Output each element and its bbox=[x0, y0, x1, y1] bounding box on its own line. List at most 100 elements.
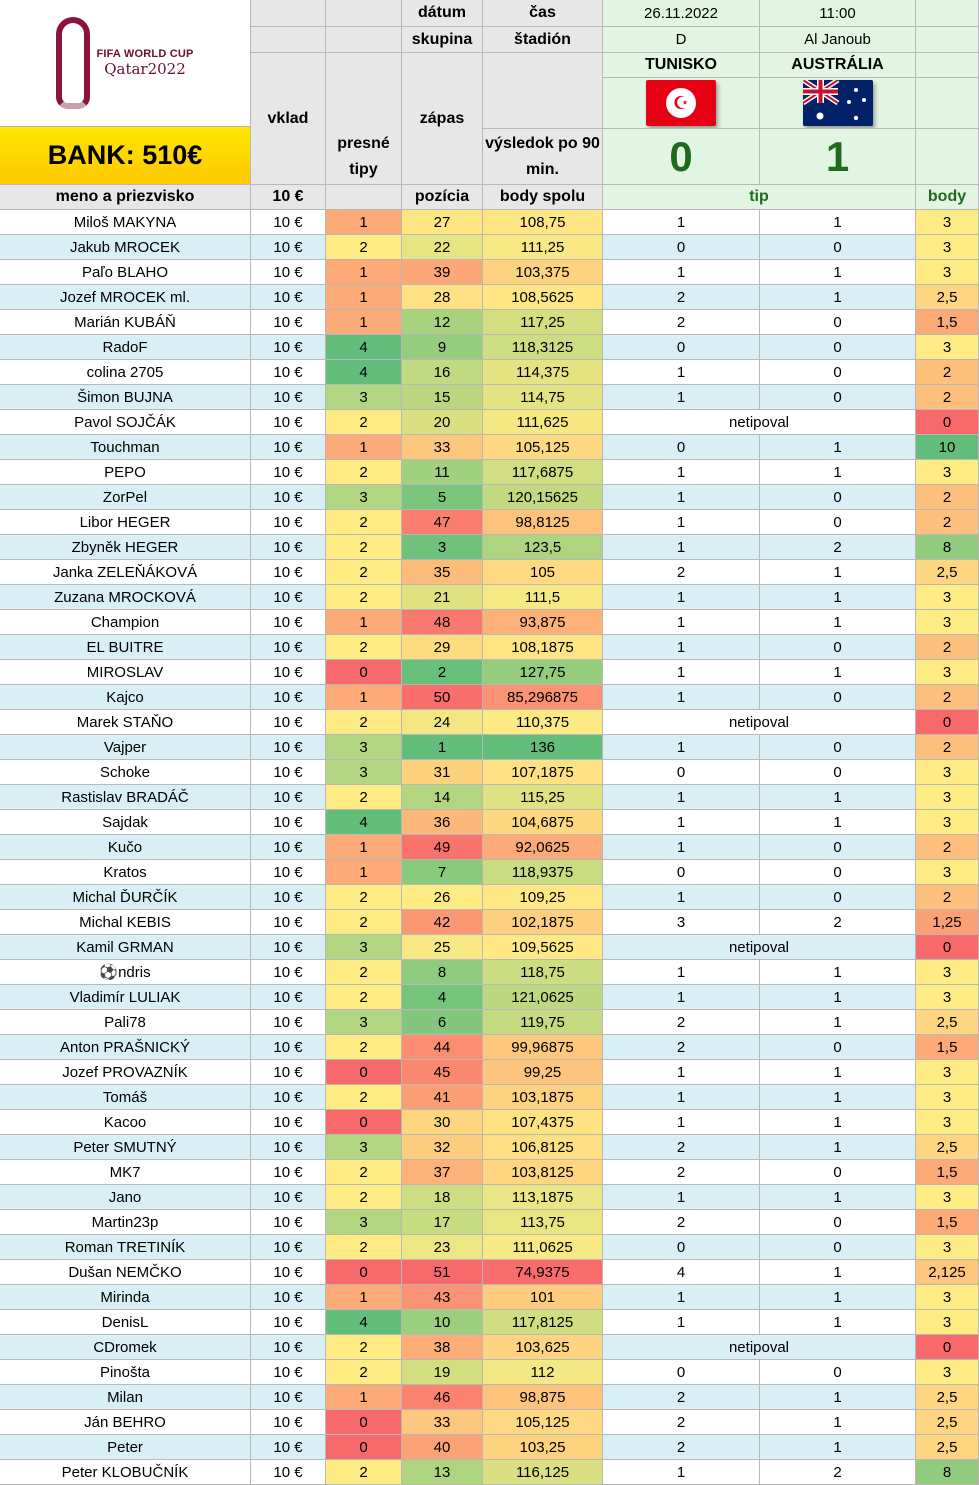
cell-total[interactable]: 103,25 bbox=[483, 1435, 603, 1460]
cell-tip-away[interactable]: 1 bbox=[760, 1085, 916, 1110]
cell-total[interactable]: 113,1875 bbox=[483, 1185, 603, 1210]
cell-tip-home[interactable]: 2 bbox=[603, 1385, 760, 1410]
cell-pos[interactable]: 24 bbox=[402, 710, 483, 735]
cell-pos[interactable]: 3 bbox=[402, 535, 483, 560]
cell-total[interactable]: 116,125 bbox=[483, 1460, 603, 1485]
cell-name[interactable]: Dušan NEMČKO bbox=[0, 1260, 251, 1285]
cell-tip-away[interactable]: 1 bbox=[760, 810, 916, 835]
cell-exact[interactable]: 1 bbox=[326, 310, 402, 335]
cell-total[interactable]: 118,75 bbox=[483, 960, 603, 985]
cell-exact[interactable]: 0 bbox=[326, 1410, 402, 1435]
cell-name[interactable]: CDromek bbox=[0, 1335, 251, 1360]
cell-tip-home[interactable]: 1 bbox=[603, 610, 760, 635]
cell-exact[interactable]: 0 bbox=[326, 1060, 402, 1085]
cell-tip-home[interactable]: 2 bbox=[603, 1210, 760, 1235]
cell-points[interactable]: 3 bbox=[916, 960, 979, 985]
cell-tip-away[interactable]: 1 bbox=[760, 1260, 916, 1285]
cell-total[interactable]: 117,8125 bbox=[483, 1310, 603, 1335]
cell-pos[interactable]: 40 bbox=[402, 1435, 483, 1460]
cell-name[interactable]: Marián KUBÁŇ bbox=[0, 310, 251, 335]
cell-pos[interactable]: 27 bbox=[402, 210, 483, 235]
cell-tip-away[interactable]: 1 bbox=[760, 660, 916, 685]
cell-exact[interactable]: 0 bbox=[326, 1260, 402, 1285]
cell-total[interactable]: 105,125 bbox=[483, 435, 603, 460]
cell-tip-home[interactable]: 1 bbox=[603, 1110, 760, 1135]
cell-pos[interactable]: 31 bbox=[402, 760, 483, 785]
cell-tip-home[interactable]: 1 bbox=[603, 210, 760, 235]
cell-stake[interactable]: 10 € bbox=[251, 1110, 326, 1135]
cell-pos[interactable]: 36 bbox=[402, 810, 483, 835]
cell-stake[interactable]: 10 € bbox=[251, 660, 326, 685]
cell-pos[interactable]: 33 bbox=[402, 1410, 483, 1435]
cell-total[interactable]: 108,1875 bbox=[483, 635, 603, 660]
cell-points[interactable]: 2 bbox=[916, 360, 979, 385]
cell-total[interactable]: 98,875 bbox=[483, 1385, 603, 1410]
cell-pos[interactable]: 1 bbox=[402, 735, 483, 760]
cell-total[interactable]: 136 bbox=[483, 735, 603, 760]
cell-name[interactable]: Roman TRETINÍK bbox=[0, 1235, 251, 1260]
cell-stake[interactable]: 10 € bbox=[251, 1360, 326, 1385]
cell-points[interactable]: 2 bbox=[916, 485, 979, 510]
cell-exact[interactable]: 2 bbox=[326, 960, 402, 985]
cell-tip-away[interactable]: 1 bbox=[760, 1135, 916, 1160]
cell-pos[interactable]: 50 bbox=[402, 685, 483, 710]
cell-stake[interactable]: 10 € bbox=[251, 1210, 326, 1235]
cell-stake[interactable]: 10 € bbox=[251, 860, 326, 885]
cell-stake[interactable]: 10 € bbox=[251, 1185, 326, 1210]
cell-name[interactable]: Pinošta bbox=[0, 1360, 251, 1385]
cell-stake[interactable]: 10 € bbox=[251, 985, 326, 1010]
cell-tip-home[interactable]: 1 bbox=[603, 1285, 760, 1310]
cell-total[interactable]: 117,6875 bbox=[483, 460, 603, 485]
cell-stake[interactable]: 10 € bbox=[251, 1060, 326, 1085]
cell-tip-home[interactable]: 1 bbox=[603, 1060, 760, 1085]
cell-exact[interactable]: 3 bbox=[326, 385, 402, 410]
cell-stake[interactable]: 10 € bbox=[251, 1435, 326, 1460]
cell-exact[interactable]: 1 bbox=[326, 610, 402, 635]
cell-total[interactable]: 111,625 bbox=[483, 410, 603, 435]
cell-points[interactable]: 3 bbox=[916, 860, 979, 885]
cell-points[interactable]: 1,5 bbox=[916, 1160, 979, 1185]
cell-stake[interactable]: 10 € bbox=[251, 560, 326, 585]
cell-tip-away[interactable]: 0 bbox=[760, 310, 916, 335]
cell-tip-away[interactable]: 1 bbox=[760, 1410, 916, 1435]
cell-name[interactable]: Marek STAŇO bbox=[0, 710, 251, 735]
cell-tip-home[interactable]: 2 bbox=[603, 285, 760, 310]
cell-name[interactable]: Paľo BLAHO bbox=[0, 260, 251, 285]
cell-tip-home[interactable]: 1 bbox=[603, 735, 760, 760]
cell-tip-home[interactable]: 1 bbox=[603, 460, 760, 485]
cell-exact[interactable]: 2 bbox=[326, 585, 402, 610]
cell-stake[interactable]: 10 € bbox=[251, 1260, 326, 1285]
cell-tip-away[interactable]: 1 bbox=[760, 435, 916, 460]
cell-pos[interactable]: 33 bbox=[402, 435, 483, 460]
cell-pos[interactable]: 48 bbox=[402, 610, 483, 635]
cell-name[interactable]: Peter SMUTNÝ bbox=[0, 1135, 251, 1160]
cell-stake[interactable]: 10 € bbox=[251, 1285, 326, 1310]
cell-exact[interactable]: 2 bbox=[326, 785, 402, 810]
cell-stake[interactable]: 10 € bbox=[251, 385, 326, 410]
cell-stake[interactable]: 10 € bbox=[251, 485, 326, 510]
cell-tip-home[interactable]: 0 bbox=[603, 760, 760, 785]
cell-total[interactable]: 105,125 bbox=[483, 1410, 603, 1435]
cell-exact[interactable]: 1 bbox=[326, 210, 402, 235]
cell-tip-home[interactable]: 0 bbox=[603, 860, 760, 885]
cell-points[interactable]: 3 bbox=[916, 985, 979, 1010]
cell-name[interactable]: colina 2705 bbox=[0, 360, 251, 385]
cell-points[interactable]: 3 bbox=[916, 660, 979, 685]
cell-stake[interactable]: 10 € bbox=[251, 410, 326, 435]
cell-tip-away[interactable]: 0 bbox=[760, 635, 916, 660]
cell-total[interactable]: 119,75 bbox=[483, 1010, 603, 1035]
cell-pos[interactable]: 44 bbox=[402, 1035, 483, 1060]
cell-pos[interactable]: 20 bbox=[402, 410, 483, 435]
cell-total[interactable]: 120,15625 bbox=[483, 485, 603, 510]
cell-name[interactable]: Milan bbox=[0, 1385, 251, 1410]
cell-pos[interactable]: 41 bbox=[402, 1085, 483, 1110]
cell-points[interactable]: 3 bbox=[916, 785, 979, 810]
cell-pos[interactable]: 11 bbox=[402, 460, 483, 485]
cell-tip-home[interactable]: 1 bbox=[603, 510, 760, 535]
cell-tip-away[interactable]: 1 bbox=[760, 1310, 916, 1335]
cell-total[interactable]: 99,25 bbox=[483, 1060, 603, 1085]
cell-tip-home[interactable]: 1 bbox=[603, 360, 760, 385]
cell-name[interactable]: ⚽ndris bbox=[0, 960, 251, 985]
cell-stake[interactable]: 10 € bbox=[251, 460, 326, 485]
cell-stake[interactable]: 10 € bbox=[251, 1385, 326, 1410]
